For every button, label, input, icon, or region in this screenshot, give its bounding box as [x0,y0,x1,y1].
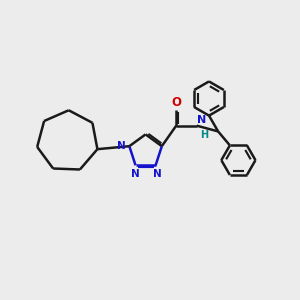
Text: N: N [197,115,207,125]
Text: N: N [117,141,126,151]
Text: O: O [171,96,181,109]
Text: H: H [200,130,208,140]
Text: N: N [131,169,140,179]
Text: N: N [153,169,161,179]
